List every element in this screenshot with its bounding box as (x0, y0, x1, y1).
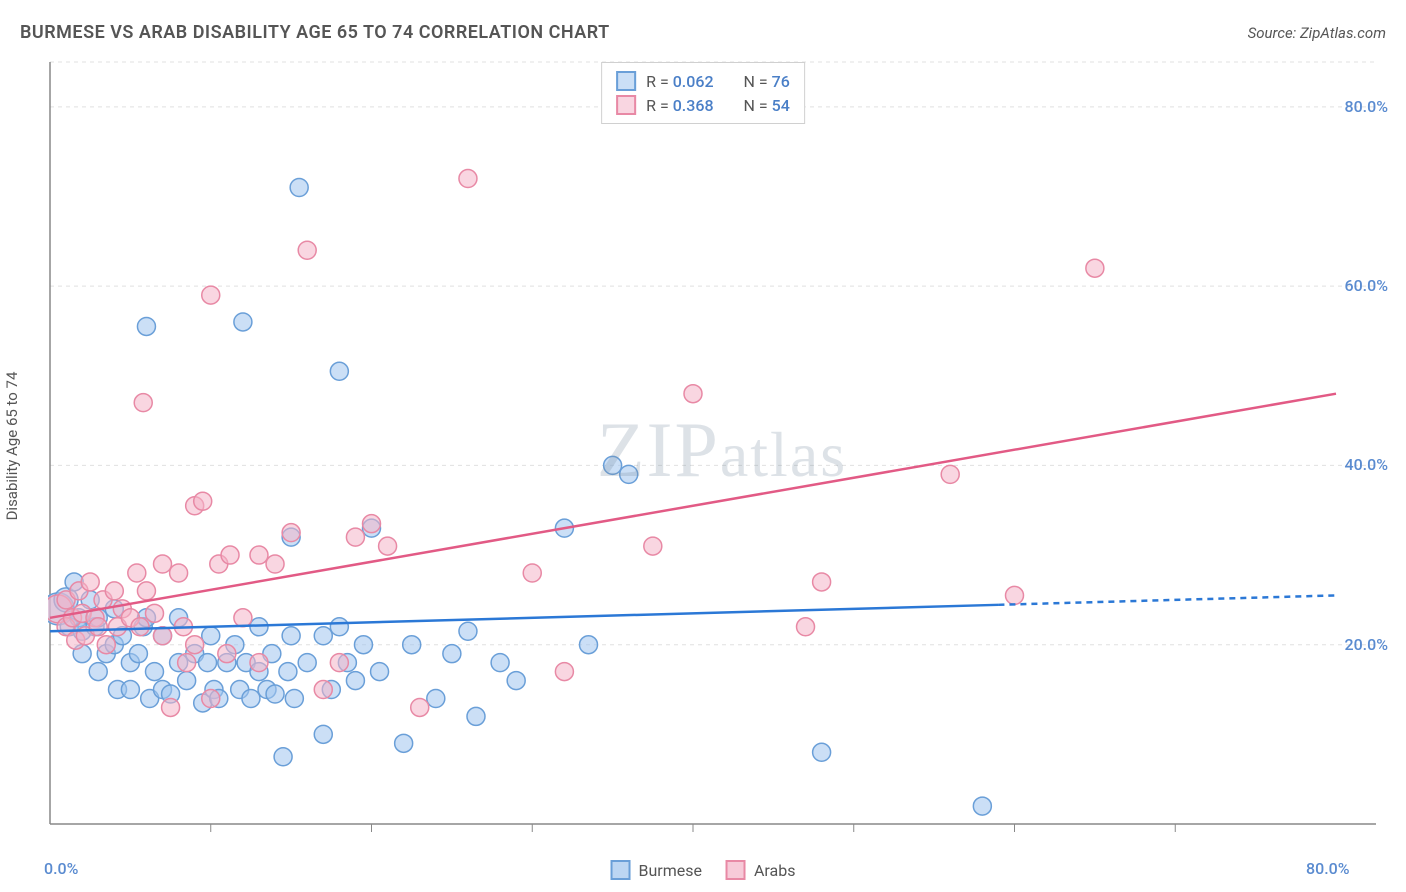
legend-item: Arabs (726, 860, 796, 880)
legend-swatch (726, 860, 746, 880)
legend-r-label: R = 0.062 (646, 72, 713, 91)
legend-item: Burmese (611, 860, 702, 880)
y-tick-label: 20.0% (1344, 635, 1388, 654)
legend-label: Burmese (639, 861, 702, 880)
y-tick-label: 80.0% (1344, 97, 1388, 116)
series-legend: Burmese Arabs (611, 860, 796, 880)
chart-area: ZIPatlas (48, 58, 1396, 842)
chart-title: BURMESE VS ARAB DISABILITY AGE 65 TO 74 … (20, 22, 610, 43)
legend-row: R = 0.062 N = 76 (616, 69, 790, 93)
legend-swatch (616, 71, 636, 91)
scatter-chart (48, 58, 1396, 842)
y-tick-label: 60.0% (1344, 276, 1388, 295)
x-tick-label: 0.0% (44, 859, 78, 878)
legend-r-label: R = 0.368 (646, 96, 713, 115)
y-axis-label: Disability Age 65 to 74 (3, 372, 21, 521)
legend-n-label: N = 76 (744, 72, 790, 91)
x-tick-label: 80.0% (1306, 859, 1350, 878)
legend-swatch (611, 860, 631, 880)
legend-swatch (616, 95, 636, 115)
legend-label: Arabs (754, 861, 796, 880)
correlation-legend: R = 0.062 N = 76 R = 0.368 N = 54 (601, 62, 805, 124)
legend-row: R = 0.368 N = 54 (616, 93, 790, 117)
source-attribution: Source: ZipAtlas.com (1248, 24, 1386, 42)
legend-n-label: N = 54 (744, 96, 790, 115)
y-tick-label: 40.0% (1344, 455, 1388, 474)
